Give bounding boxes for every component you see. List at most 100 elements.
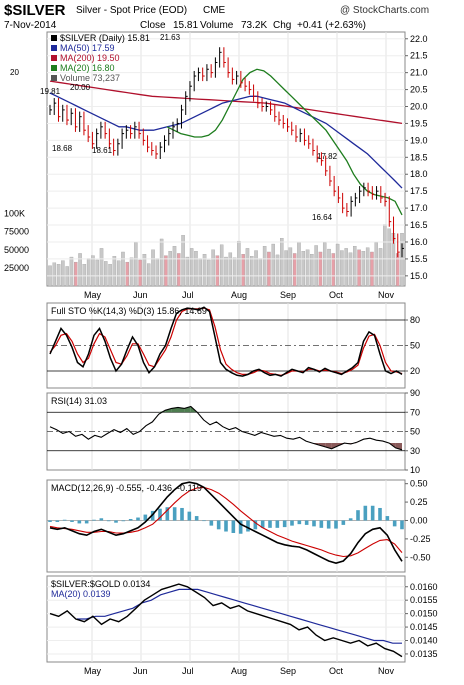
volume-bar: [348, 252, 353, 287]
price-annotation: 19.81: [40, 87, 61, 96]
volume-bar: [74, 261, 78, 287]
macd-histogram-bar: [114, 520, 118, 523]
volume-bar: [78, 253, 82, 287]
volume-bar: [108, 264, 112, 287]
volume-bar: [177, 253, 181, 287]
volume-bar: [271, 243, 275, 287]
volume-bar: [365, 247, 370, 287]
volume-bar: [288, 247, 293, 287]
macd-histogram-bar: [231, 520, 236, 533]
volume-bar: [116, 260, 121, 287]
macd-histogram-bar: [275, 520, 280, 528]
macd-histogram-bar: [238, 520, 243, 534]
volume-bar: [280, 238, 284, 287]
volume-bar: [198, 258, 202, 287]
volume-bar: [129, 257, 134, 287]
volume-bar: [194, 251, 198, 287]
price-axis-tick-label: 21.5: [410, 51, 428, 61]
rsi-oversold-fill: [331, 443, 338, 449]
close-label: Close: [140, 20, 166, 31]
price-axis-tick-label: 18.5: [410, 152, 428, 162]
month-label: Jun: [133, 666, 148, 676]
macd-axis-tick-label: 0.00: [410, 515, 428, 525]
volume-bar: [219, 244, 224, 287]
macd-histogram-bar: [319, 520, 324, 528]
price-annotation: 20: [10, 68, 19, 77]
macd-histogram-bar: [224, 520, 228, 532]
volume-bar: [189, 248, 194, 287]
month-label: Aug: [231, 290, 247, 300]
volume-bar: [305, 249, 310, 287]
macd-histogram-bar: [92, 519, 96, 521]
macd-histogram-bar: [202, 520, 206, 522]
volume-tick-label: 75000: [4, 227, 29, 237]
macd-histogram-bar: [304, 520, 309, 525]
price-legend-entry: MA(200) 19.50: [60, 53, 120, 63]
month-label: Sep: [280, 290, 296, 300]
change-value: +0.41 (+2.63%): [297, 20, 366, 31]
month-label: Oct: [329, 666, 344, 676]
stoch-axis-tick-label: 50: [410, 341, 420, 351]
rsi-line: [49, 405, 403, 451]
volume-bar: [121, 251, 125, 287]
month-label: Aug: [231, 666, 247, 676]
price-annotation: 17.82: [317, 152, 338, 161]
exchange-label: CME: [203, 5, 226, 16]
month-label: Jul: [182, 290, 194, 300]
legend-swatch: [51, 65, 57, 71]
price-axis-tick-label: 20.0: [410, 102, 428, 112]
volume-bar: [159, 238, 164, 287]
month-label: Nov: [378, 290, 395, 300]
volume-bar: [374, 242, 378, 287]
macd-histogram-bar: [128, 519, 133, 521]
ma20-line: [166, 68, 403, 216]
volume-bar: [250, 256, 254, 287]
month-label: Nov: [378, 666, 395, 676]
macd-histogram-bar: [334, 520, 338, 529]
ratio-axis-tick-label: 0.0160: [410, 582, 438, 592]
volume-tick-label: 25000: [4, 263, 29, 273]
macd-histogram-bar: [246, 520, 250, 532]
ma200-line: [49, 80, 403, 125]
volume-tick-label: 50000: [4, 245, 29, 255]
price-axis-tick-label: 20.5: [410, 85, 428, 95]
volume-bar: [142, 254, 147, 287]
macd-axis-tick-label: 0.25: [410, 497, 428, 507]
watermark: @ StockCharts.com: [340, 5, 429, 16]
macd-histogram-bar: [55, 520, 60, 522]
macd-histogram-bar: [70, 520, 74, 522]
macd-histogram-bar: [194, 516, 199, 521]
stoch-axis-tick-label: 20: [410, 366, 420, 376]
macd-histogram-bar: [136, 517, 140, 521]
macd-histogram-bar: [187, 511, 192, 521]
rsi-legend: RSI(14) 31.03: [51, 396, 107, 406]
price-axis-tick-label: 18.0: [410, 169, 428, 179]
volume-bar: [185, 256, 190, 287]
macd-histogram-bar: [341, 520, 346, 525]
macd-histogram-bar: [48, 520, 52, 522]
rsi-oversold-fill: [325, 443, 332, 449]
price-legend-entry: MA(20) 16.80: [60, 63, 115, 73]
volume-bar: [228, 252, 233, 287]
volume-bar: [202, 254, 207, 287]
volume-bar: [91, 255, 95, 287]
macd-histogram-bar: [158, 508, 162, 521]
change-label: Chg: [273, 20, 291, 31]
month-label: Sep: [280, 666, 296, 676]
volume-bar: [168, 251, 172, 287]
legend-swatch: [51, 45, 57, 51]
macd-histogram-bar: [260, 520, 265, 528]
volume-bar: [258, 258, 263, 287]
price-axis-tick-label: 16.0: [410, 237, 428, 247]
volume-bar: [335, 243, 340, 287]
volume-bar: [241, 254, 245, 287]
volume-bar: [69, 256, 74, 287]
price-annotation: 18.68: [52, 144, 73, 153]
macd-histogram-bar: [378, 507, 382, 521]
volume-bar: [322, 242, 327, 287]
volume-bar: [395, 253, 400, 287]
volume-bar: [172, 246, 177, 287]
ratio-axis-tick-label: 0.0150: [410, 609, 438, 619]
volume-bar: [370, 251, 374, 287]
volume-bar: [207, 259, 211, 287]
